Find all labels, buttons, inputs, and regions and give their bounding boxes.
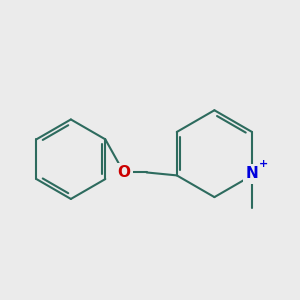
Text: +: + (259, 159, 268, 170)
Text: O: O (117, 165, 130, 180)
Text: N: N (246, 167, 258, 182)
